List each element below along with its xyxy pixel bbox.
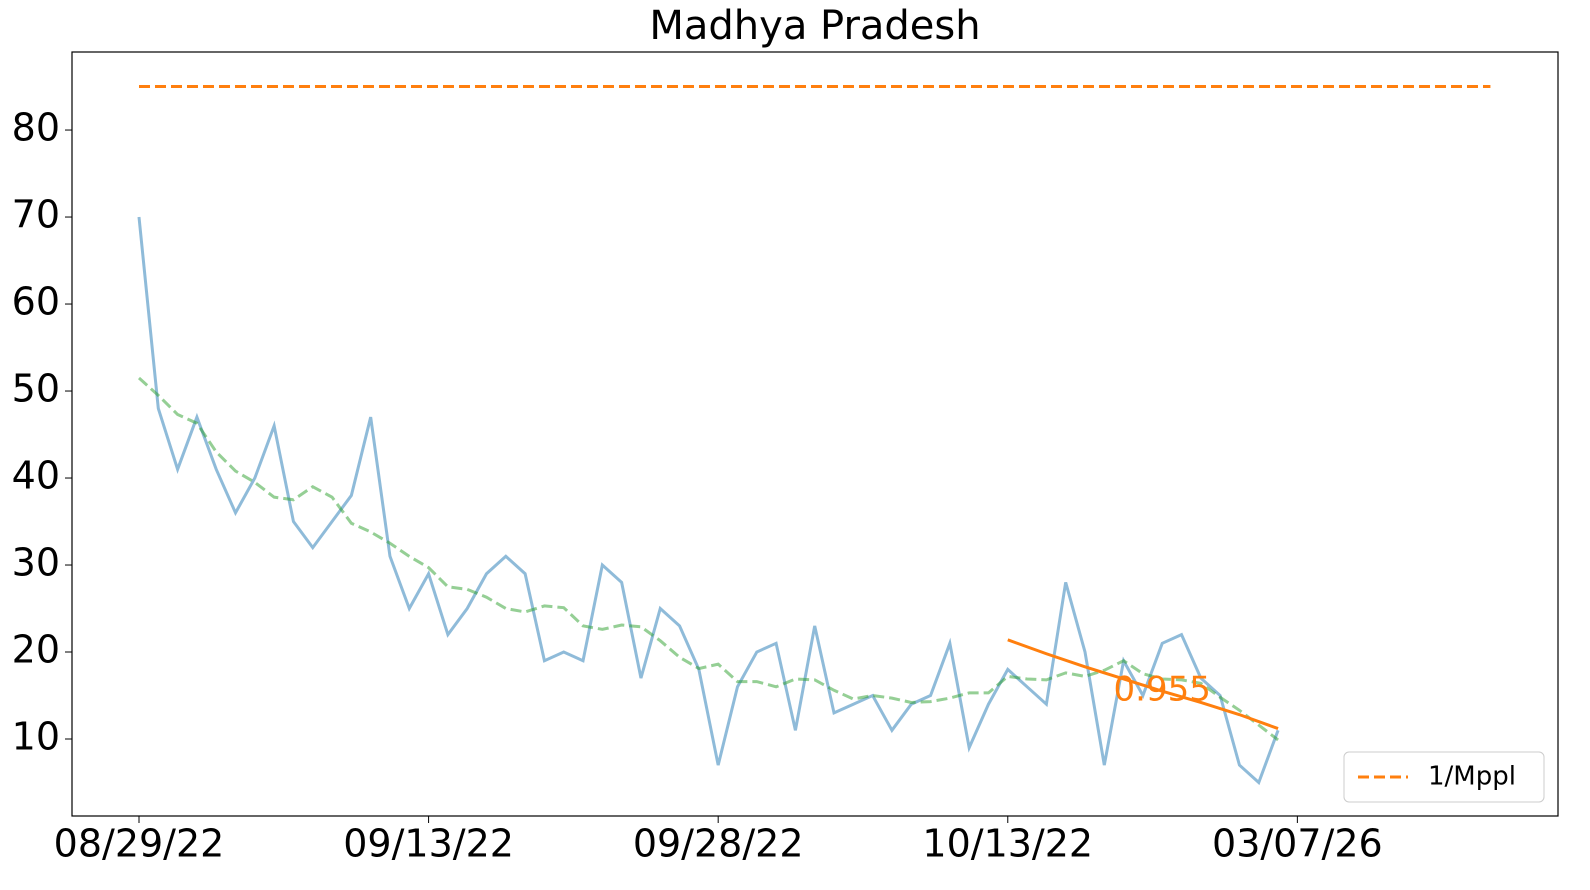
chart-title: Madhya Pradesh bbox=[649, 3, 980, 49]
y-tick-label: 50 bbox=[12, 367, 60, 411]
y-tick-label: 20 bbox=[12, 628, 60, 672]
series-line bbox=[137, 376, 1279, 742]
legend-box bbox=[1343, 751, 1545, 803]
y-tick-label: 60 bbox=[12, 280, 60, 324]
annotation: 0.955 bbox=[1114, 670, 1211, 710]
y-tick-label: 40 bbox=[12, 454, 60, 498]
series-line bbox=[1007, 638, 1279, 730]
y-tick-label: 30 bbox=[12, 541, 60, 585]
series-line bbox=[137, 216, 1280, 786]
x-tick-label: 03/07/26 bbox=[1212, 822, 1383, 866]
x-tick-label: 09/28/22 bbox=[633, 822, 804, 866]
x-tick-label: 10/13/22 bbox=[922, 822, 1093, 866]
legend-label: 1/Mppl bbox=[1428, 762, 1516, 792]
x-tick-label: 08/29/22 bbox=[54, 822, 225, 866]
y-tick-label: 70 bbox=[12, 193, 60, 237]
y-tick-label: 10 bbox=[12, 715, 60, 759]
x-tick-label: 09/13/22 bbox=[343, 822, 514, 866]
y-tick-label: 80 bbox=[12, 106, 60, 150]
plot-frame bbox=[71, 51, 1559, 817]
